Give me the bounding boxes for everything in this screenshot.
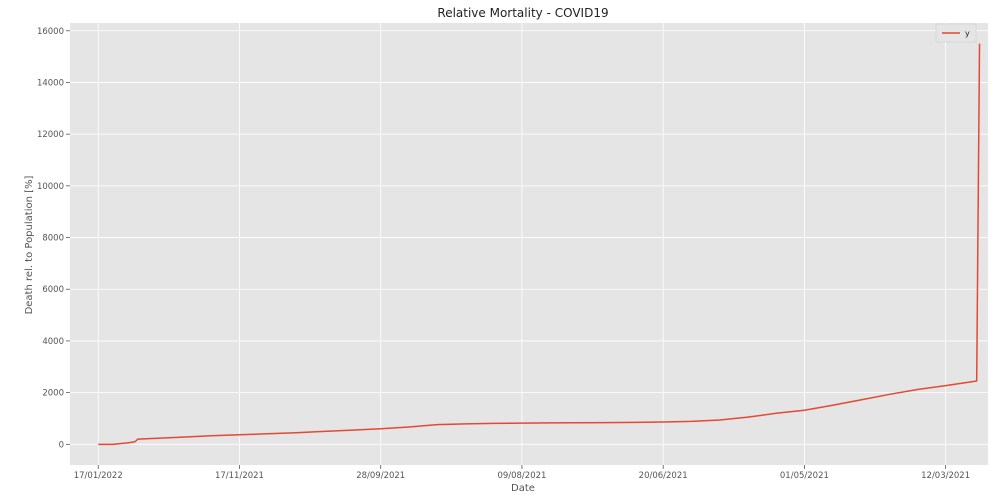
y-tick-label: 2000	[42, 389, 64, 399]
y-tick-label: 4000	[42, 337, 64, 347]
y-tick-label: 0	[59, 440, 64, 450]
legend: y	[935, 23, 977, 43]
x-tick-label: 17/11/2021	[215, 471, 264, 481]
legend-label: y	[965, 29, 970, 38]
y-tick-label: 12000	[37, 130, 64, 140]
y-tick-label: 10000	[37, 182, 64, 192]
grid	[70, 23, 988, 465]
y-tick-label: 14000	[37, 78, 64, 88]
y-tick-label: 16000	[37, 27, 64, 37]
series-line-y	[98, 43, 981, 446]
x-tick-label: 12/03/2021	[921, 471, 970, 481]
x-tick-label: 17/01/2022	[74, 471, 123, 481]
x-axis-label: Date	[511, 483, 535, 494]
y-tick-label: 8000	[42, 234, 64, 244]
x-tick-label: 20/06/2021	[639, 471, 688, 481]
y-tick-label: 6000	[42, 285, 64, 295]
y-axis: 0 2000 4000 6000 8000 10000 12000 14000 16000	[37, 27, 70, 450]
series-layer	[98, 43, 981, 446]
x-axis: 17/01/2022 17/11/2021 28/09/2021 09/08/2021…	[74, 465, 970, 481]
x-tick-label: 01/05/2021	[780, 471, 829, 481]
x-tick-label: 28/09/2021	[356, 471, 405, 481]
x-tick-label: 09/08/2021	[497, 471, 546, 481]
y-axis-label: Death rel. to Population [%]	[24, 175, 35, 314]
chart-title: Relative Mortality - COVID19	[437, 6, 608, 20]
plot-area	[70, 23, 988, 465]
